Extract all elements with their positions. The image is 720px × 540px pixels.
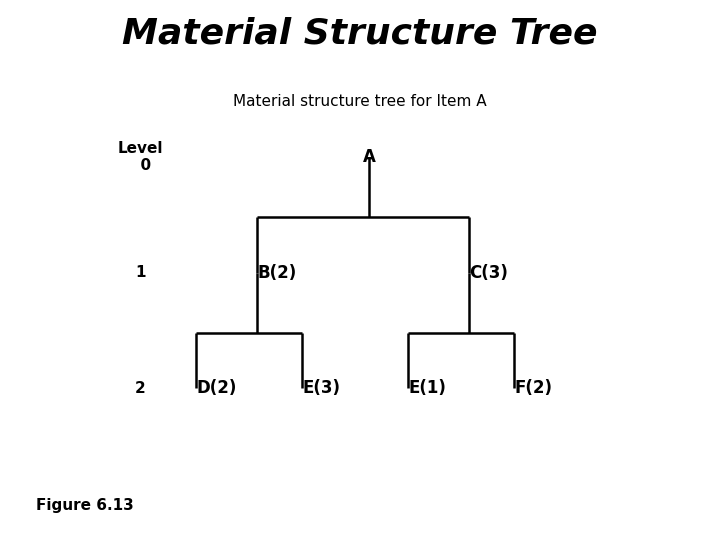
- Text: Figure 6.13: Figure 6.13: [36, 498, 134, 513]
- Text: 1: 1: [135, 265, 145, 280]
- Text: C(3): C(3): [469, 264, 508, 282]
- Text: Material structure tree for Item A: Material structure tree for Item A: [233, 94, 487, 110]
- Text: D(2): D(2): [196, 379, 236, 397]
- Text: Material Structure Tree: Material Structure Tree: [122, 16, 598, 50]
- Text: A: A: [363, 148, 375, 166]
- Text: E(1): E(1): [408, 379, 446, 397]
- Text: F(2): F(2): [514, 379, 552, 397]
- Text: Level
  0: Level 0: [117, 141, 163, 173]
- Text: B(2): B(2): [258, 264, 297, 282]
- Text: E(3): E(3): [302, 379, 340, 397]
- Text: 2: 2: [135, 381, 145, 396]
